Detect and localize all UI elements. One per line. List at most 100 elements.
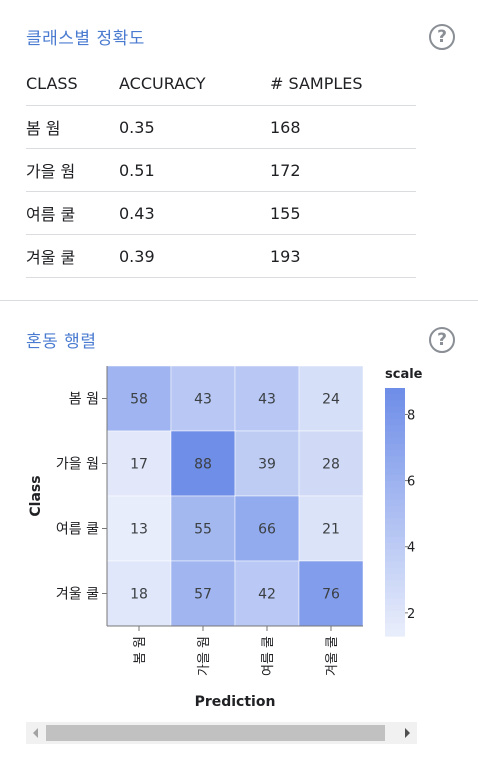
legend-gradient-segment [385, 574, 405, 581]
legend-gradient-segment [385, 474, 405, 482]
y-tick-label: 봄 웜 [69, 392, 99, 408]
legend-gradient-segment [385, 605, 405, 612]
accuracy-cell: 0.39 [119, 234, 270, 278]
samples-cell: 193 [270, 234, 416, 278]
legend-gradient-segment [385, 623, 405, 631]
legend-gradient-segment [385, 443, 405, 451]
cell-value-label: 66 [258, 522, 276, 538]
table-row: 봄 웜 0.35 168 [26, 105, 416, 149]
x-axis-title: Prediction [195, 694, 276, 710]
legend-gradient-segment [385, 567, 405, 575]
legend-gradient-segment [385, 400, 405, 408]
heatmap-cell [106, 365, 172, 432]
y-tick-label: 겨울 쿨 [56, 587, 99, 603]
cell-value-label: 88 [194, 457, 212, 473]
legend-gradient-segment [385, 611, 405, 618]
legend-gradient-segment [385, 543, 405, 550]
table-row: 겨울 쿨 0.39 193 [26, 234, 416, 278]
class-cell: 겨울 쿨 [26, 234, 119, 278]
legend-gradient-segment [385, 505, 405, 513]
cell-value-label: 43 [258, 392, 276, 408]
samples-cell: 155 [270, 191, 416, 235]
legend-gradient-segment [385, 499, 405, 507]
legend-gradient-segment [385, 456, 405, 463]
legend-gradient-segment [385, 481, 405, 488]
column-header-accuracy: ACCURACY [119, 62, 270, 106]
legend-title: scale [385, 367, 423, 382]
cell-value-label: 18 [130, 587, 148, 603]
cell-value-label: 21 [322, 522, 340, 538]
chevron-right-icon[interactable] [405, 728, 410, 738]
cell-value-label: 39 [258, 457, 276, 473]
legend-tick-label: 6 [407, 475, 415, 490]
heatmap-cell [106, 430, 172, 497]
table-header-row: CLASS ACCURACY # SAMPLES [26, 62, 416, 106]
question-circle-icon[interactable]: ? [429, 24, 455, 50]
table-row: 가을 웜 0.51 172 [26, 148, 416, 192]
legend-gradient-segment [385, 412, 405, 420]
legend-gradient-segment [385, 450, 405, 457]
legend-gradient-segment [385, 580, 405, 587]
legend-gradient-segment [385, 425, 405, 432]
cell-value-label: 24 [322, 392, 340, 408]
legend-gradient-segment [385, 394, 405, 401]
class-cell: 여름 쿨 [26, 191, 119, 235]
y-axis-title: Class [28, 475, 44, 516]
horizontal-scrollbar[interactable] [26, 722, 417, 744]
legend-gradient-segment [385, 592, 405, 600]
cell-value-label: 55 [194, 522, 212, 538]
accuracy-cell: 0.43 [119, 191, 270, 235]
legend-gradient-segment [385, 437, 405, 445]
legend-gradient-segment [385, 598, 405, 606]
scrollbar-thumb[interactable] [46, 725, 385, 741]
chevron-left-icon[interactable] [33, 728, 38, 738]
y-tick-label: 여름 쿨 [56, 522, 99, 538]
legend-gradient-segment [385, 512, 405, 519]
legend-tick-label: 2 [407, 607, 415, 622]
column-header-class: CLASS [26, 62, 119, 106]
cell-value-label: 57 [194, 587, 212, 603]
legend-gradient-segment [385, 431, 405, 439]
legend-gradient-segment [385, 406, 405, 414]
class-cell: 가을 웜 [26, 148, 119, 192]
heatmap-cell [170, 365, 236, 432]
question-circle-icon[interactable]: ? [429, 327, 455, 353]
legend-gradient-segment [385, 518, 405, 525]
accuracy-section-title: 클래스별 정확도 [26, 29, 145, 49]
confusion-section-title: 혼동 행렬 [26, 332, 97, 352]
cell-value-label: 76 [322, 587, 340, 603]
legend-gradient-segment [385, 462, 405, 470]
legend-gradient-segment [385, 524, 405, 532]
x-tick-label: 여름 쿨 [261, 636, 276, 676]
heatmap-cell [106, 560, 172, 627]
legend-gradient-segment [385, 617, 405, 625]
legend-gradient-segment [385, 468, 405, 476]
heatmap-cell [170, 495, 236, 562]
legend-gradient-segment [385, 536, 405, 544]
cell-value-label: 17 [130, 457, 148, 473]
legend-gradient-segment [385, 586, 405, 594]
samples-cell: 172 [270, 148, 416, 192]
legend-gradient-segment [385, 555, 405, 563]
class-cell: 봄 웜 [26, 105, 119, 149]
x-tick-label: 가을 웜 [197, 636, 212, 676]
legend-gradient-segment [385, 419, 405, 426]
legend-gradient-segment [385, 493, 405, 501]
heatmap-cell [298, 365, 364, 432]
legend-tick-label: 4 [407, 541, 415, 556]
table-row: 여름 쿨 0.43 155 [26, 191, 416, 235]
heatmap-cell [234, 365, 300, 432]
section-divider [0, 300, 478, 301]
accuracy-cell: 0.35 [119, 105, 270, 149]
x-tick-label: 겨울 쿨 [325, 636, 340, 676]
heatmap-cell [170, 430, 236, 497]
legend-gradient-segment [385, 388, 405, 395]
legend-gradient-segment [385, 549, 405, 556]
cell-value-label: 58 [130, 392, 148, 408]
legend-tick-label: 8 [407, 408, 415, 423]
heatmap-cell [234, 560, 300, 627]
legend-gradient-segment [385, 561, 405, 569]
legend-gradient-segment [385, 629, 405, 637]
accuracy-cell: 0.51 [119, 148, 270, 192]
